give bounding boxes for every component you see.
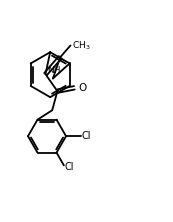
- Text: Cl: Cl: [65, 162, 74, 172]
- Text: CH$_3$: CH$_3$: [72, 39, 91, 52]
- Text: NH: NH: [47, 66, 61, 75]
- Text: Cl: Cl: [82, 131, 91, 141]
- Text: O: O: [79, 83, 87, 93]
